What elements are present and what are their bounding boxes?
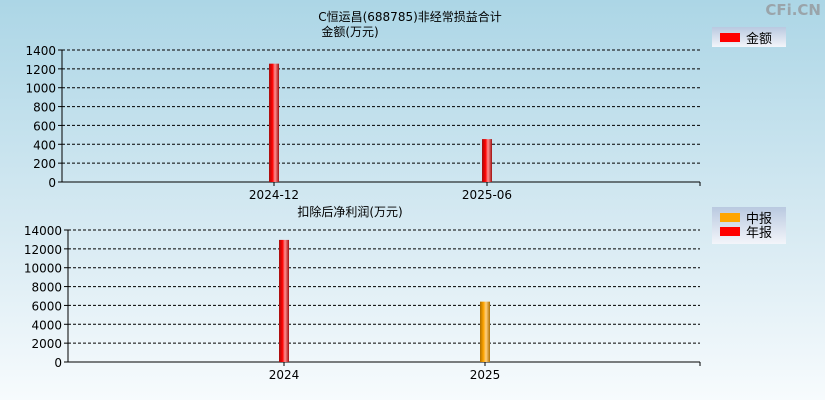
y-tick-label: 1000 [25, 82, 56, 96]
x-tick-label: 2024 [269, 368, 300, 382]
x-tick-label: 2025-06 [462, 188, 512, 202]
legend-label: 金额 [746, 31, 773, 47]
legend-label: 中报 [746, 211, 773, 227]
chart1-ylabel: 金额(万元) [321, 24, 378, 39]
y-tick-label: 8000 [31, 281, 62, 295]
y-tick-label: 0 [48, 176, 56, 190]
y-tick-label: 12000 [24, 243, 62, 257]
legend-swatch [720, 226, 740, 236]
bar [269, 63, 279, 182]
y-tick-label: 800 [33, 101, 56, 115]
x-tick-label: 2024-12 [249, 188, 299, 202]
y-tick-label: 14000 [24, 224, 62, 238]
y-tick-label: 2000 [31, 337, 62, 351]
chart2-title: 扣除后净利润(万元) [297, 204, 402, 219]
y-tick-label: 1400 [25, 44, 56, 58]
y-tick-label: 1200 [25, 63, 56, 77]
legend-swatch [720, 212, 740, 222]
bar [482, 139, 492, 182]
y-tick-label: 200 [33, 157, 56, 171]
chart1-title: C恒运昌(688785)非经常损益合计 [318, 9, 502, 24]
y-tick-label: 6000 [31, 299, 62, 313]
bar [279, 239, 289, 362]
y-tick-label: 0 [54, 356, 62, 370]
legend-label: 年报 [746, 225, 773, 241]
chart1-legend: 金额 [712, 27, 786, 47]
y-tick-label: 400 [33, 138, 56, 152]
bar [480, 301, 490, 362]
y-tick-label: 10000 [24, 262, 62, 276]
y-tick-label: 4000 [31, 318, 62, 332]
x-tick-label: 2025 [470, 368, 501, 382]
watermark: CFi.CN [765, 1, 821, 19]
y-tick-label: 600 [33, 119, 56, 133]
chart2-legend: 中报 年报 [712, 207, 786, 244]
legend-swatch [720, 32, 740, 42]
